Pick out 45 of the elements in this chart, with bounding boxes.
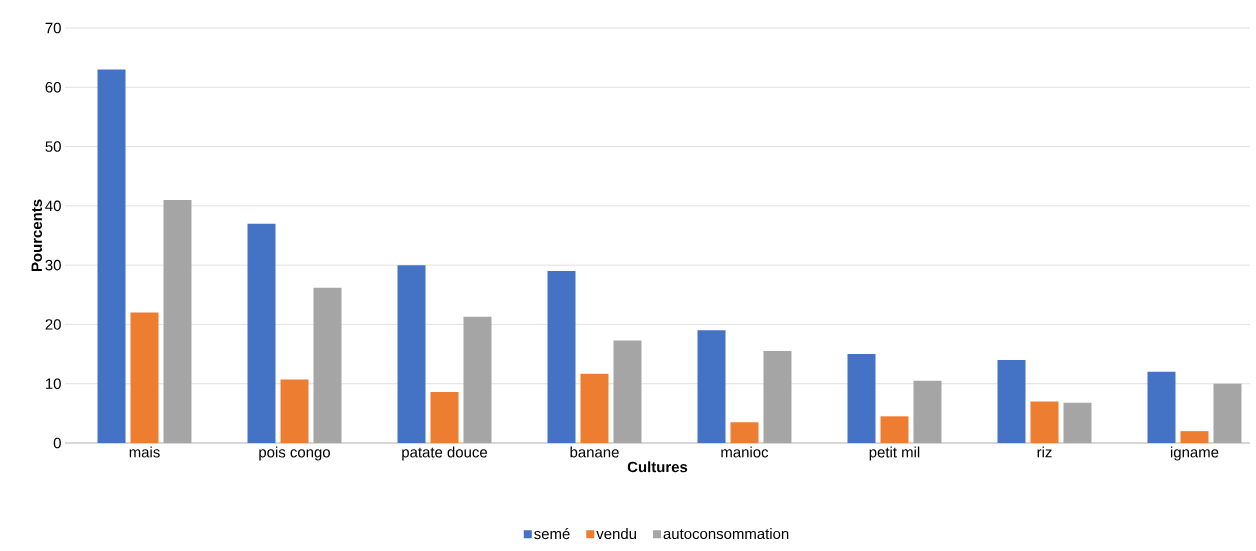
- bar: [280, 379, 309, 443]
- x-tick-label: mais: [129, 446, 160, 458]
- bar: [247, 223, 276, 443]
- y-tick-label: 10: [46, 378, 61, 389]
- y-tick-label: 70: [45, 22, 61, 34]
- legend-label: autoconsommation: [663, 528, 789, 540]
- bar: [763, 351, 792, 443]
- y-tick-label: 0: [53, 437, 61, 449]
- bar: [1063, 402, 1092, 443]
- bar: [463, 316, 492, 443]
- x-tick-label: igname: [1170, 446, 1219, 461]
- x-axis-title: Cultures: [627, 461, 688, 473]
- y-tick-label: 40: [45, 200, 61, 212]
- legend-label: vendu: [596, 528, 636, 540]
- bar: [1147, 371, 1176, 443]
- x-tick-label: petit mil: [869, 446, 920, 461]
- x-tick-label: patate douce: [402, 446, 488, 461]
- x-tick-label: riz: [1037, 446, 1052, 458]
- bar: [547, 271, 576, 443]
- bar: [1180, 431, 1209, 443]
- bar: [613, 340, 642, 443]
- x-tick-label: pois congo: [259, 446, 330, 461]
- bar: [313, 287, 342, 443]
- bar: [880, 416, 909, 443]
- bar: [913, 380, 942, 443]
- y-axis-title: Pourcents: [31, 199, 43, 272]
- bar: [163, 199, 192, 443]
- y-tick-label: 30: [45, 259, 61, 271]
- x-tick-label: banane: [570, 446, 619, 458]
- bar: [730, 422, 759, 443]
- y-tick-label: 20: [45, 319, 61, 330]
- bar: [847, 354, 876, 443]
- bar: [997, 360, 1026, 443]
- bar: [580, 373, 609, 443]
- y-tick-label: 60: [45, 81, 61, 93]
- bar: [1213, 383, 1242, 443]
- legend-label: semé: [534, 527, 570, 540]
- bar: [97, 69, 126, 443]
- bar: [130, 312, 159, 443]
- bar: [1030, 401, 1059, 443]
- bar: [697, 330, 726, 443]
- bar: [430, 392, 459, 443]
- bar: [397, 265, 426, 443]
- y-tick-label: 50: [45, 141, 61, 152]
- x-tick-label: manioc: [721, 446, 769, 458]
